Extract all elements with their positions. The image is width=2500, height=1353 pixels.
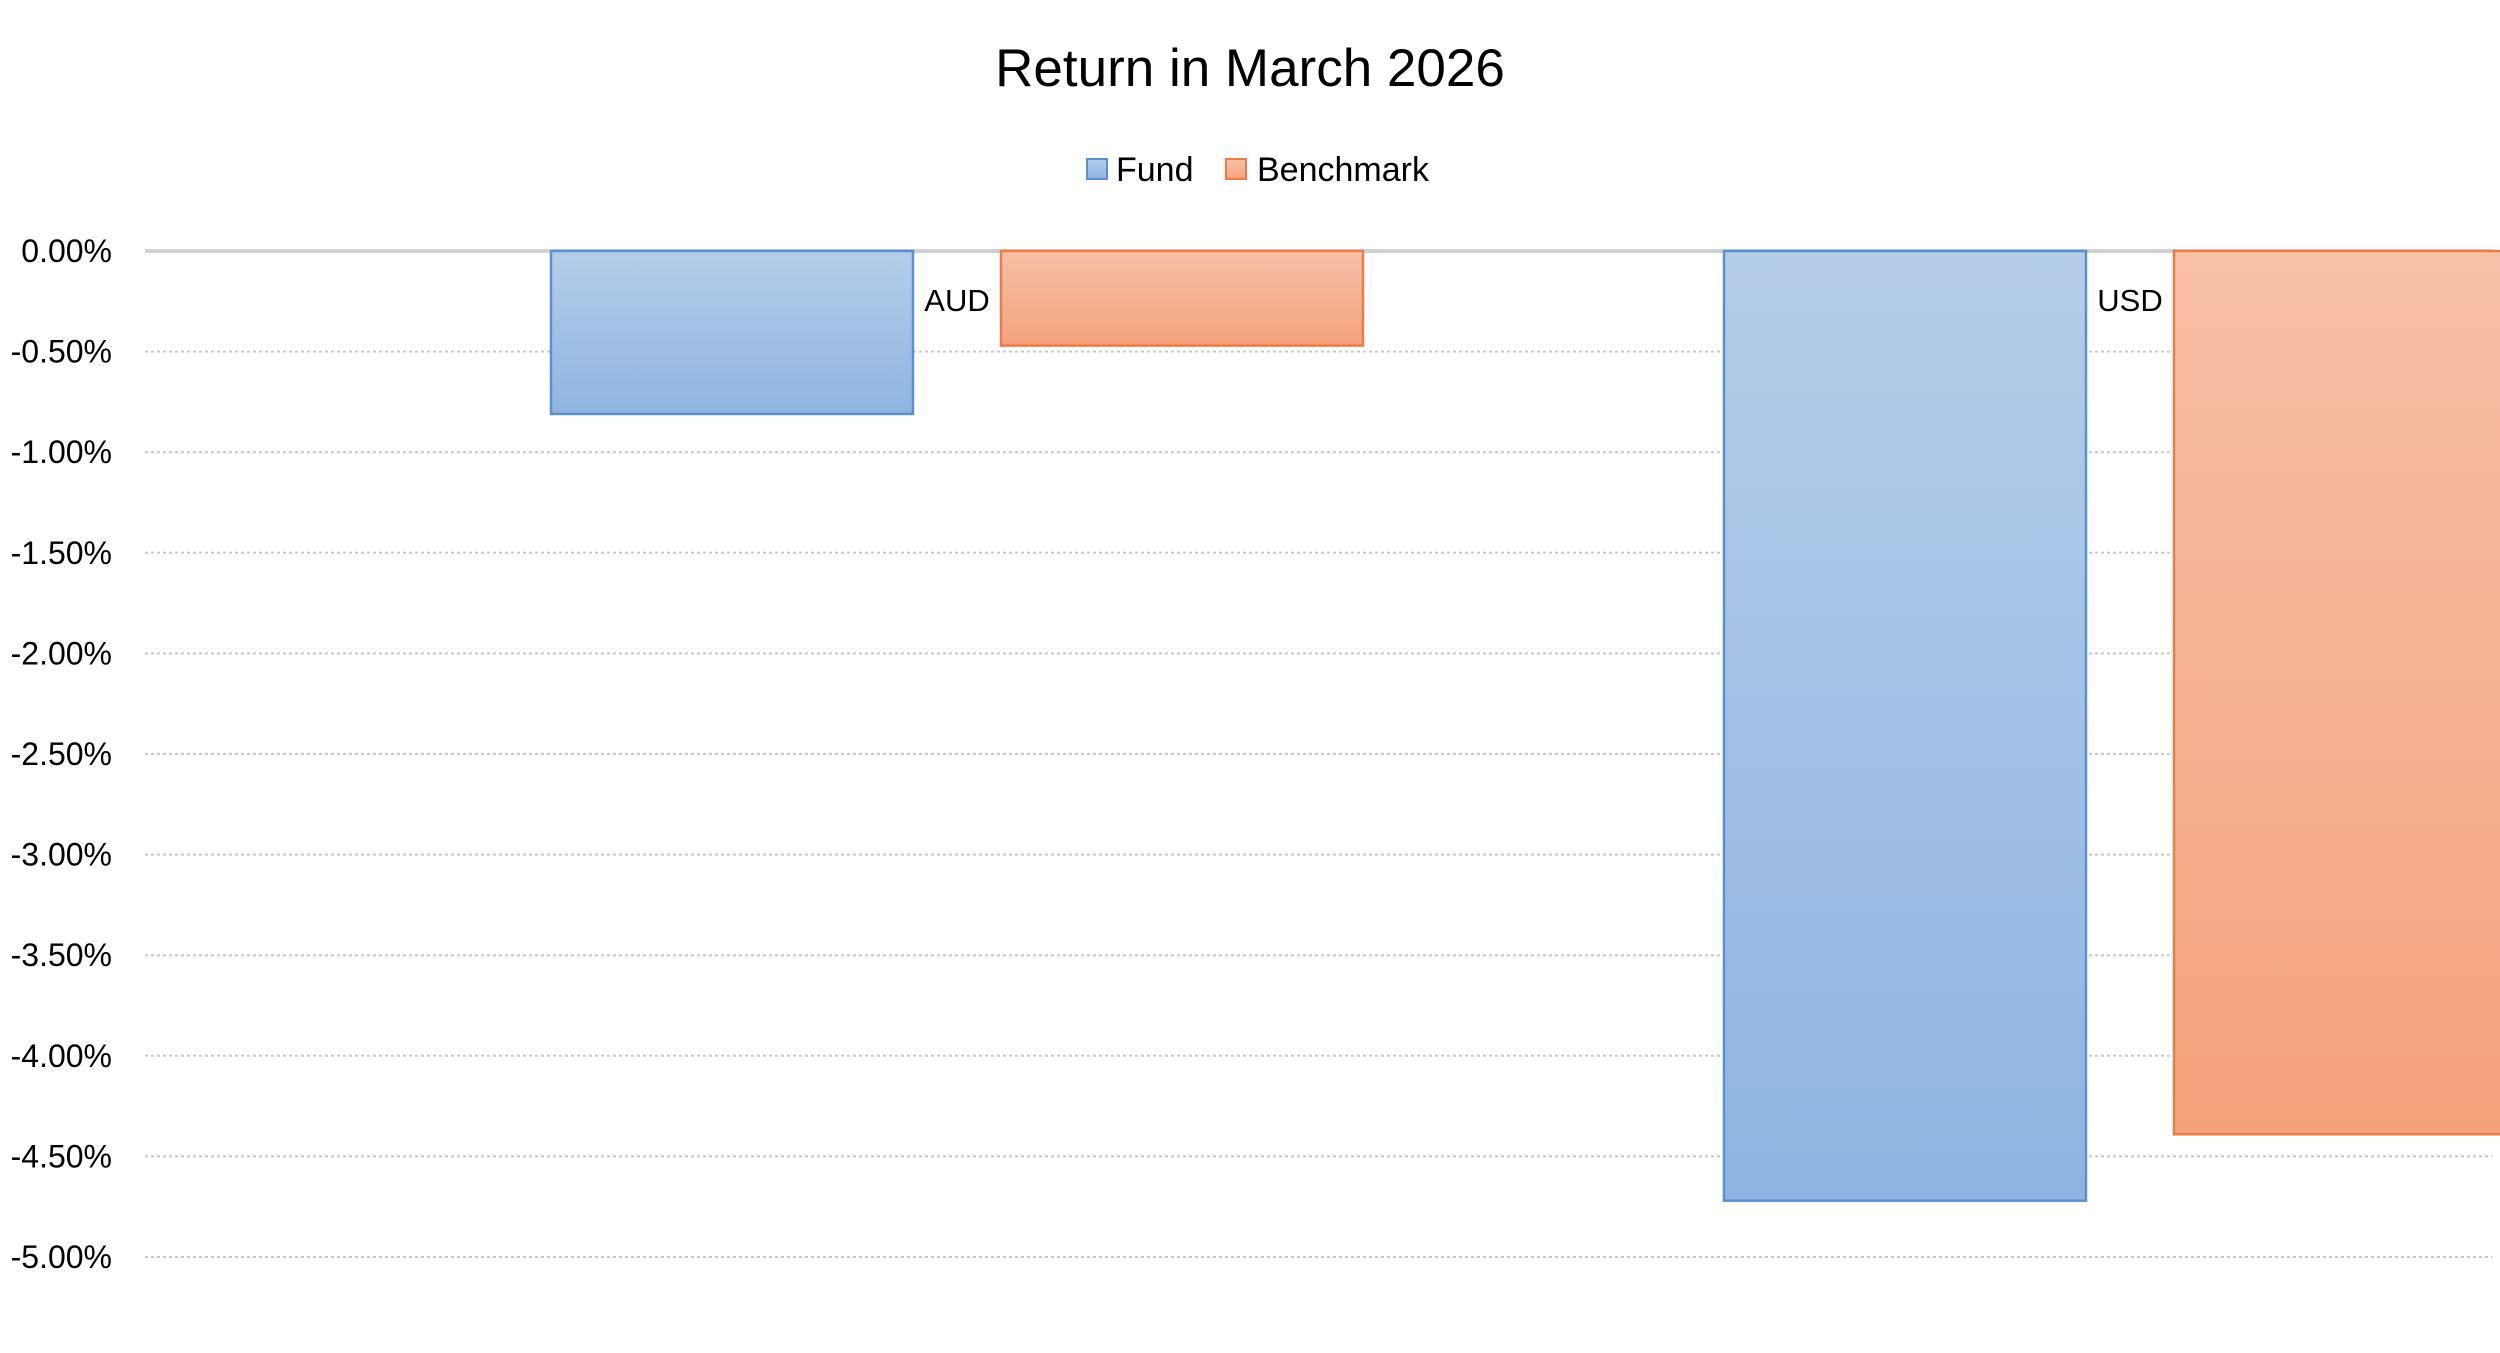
chart-title: Return in March 2026 bbox=[995, 39, 1505, 98]
bars bbox=[549, 249, 2500, 1202]
bar-fund-usd bbox=[1722, 249, 2088, 1202]
legend-swatch-benchmark bbox=[1225, 158, 1247, 180]
bar-fund-aud bbox=[549, 249, 915, 416]
y-tick-label: -0.50% bbox=[11, 334, 112, 370]
y-tick-label: -2.50% bbox=[11, 736, 112, 772]
y-tick-label: -2.00% bbox=[11, 635, 112, 671]
y-tick-label: -3.00% bbox=[11, 837, 112, 873]
bar-benchmark-aud bbox=[999, 249, 1365, 347]
y-tick-label: -1.00% bbox=[11, 434, 112, 470]
y-tick-label: -5.00% bbox=[11, 1239, 112, 1275]
y-tick-label: 0.00% bbox=[21, 233, 112, 269]
y-axis-tick-labels: 0.00% -0.50% -1.00% -1.50% -2.00% -2.50% -3.00… bbox=[11, 233, 112, 1275]
y-tick-label: -4.00% bbox=[11, 1038, 112, 1074]
category-labels: AUD USD bbox=[924, 283, 2162, 318]
legend-swatch-fund bbox=[1086, 158, 1108, 180]
category-label-usd: USD bbox=[2097, 283, 2162, 318]
y-tick-label: -4.50% bbox=[11, 1138, 112, 1174]
y-tick-label: -3.50% bbox=[11, 937, 112, 973]
legend-label-benchmark: Benchmark bbox=[1257, 151, 1430, 189]
gridlines bbox=[145, 249, 2492, 1258]
bar-benchmark-usd bbox=[2172, 249, 2500, 1136]
category-label-aud: AUD bbox=[924, 283, 989, 318]
y-tick-label: -1.50% bbox=[11, 535, 112, 571]
legend: Fund Benchmark bbox=[1086, 151, 1430, 189]
legend-label-fund: Fund bbox=[1116, 151, 1194, 189]
